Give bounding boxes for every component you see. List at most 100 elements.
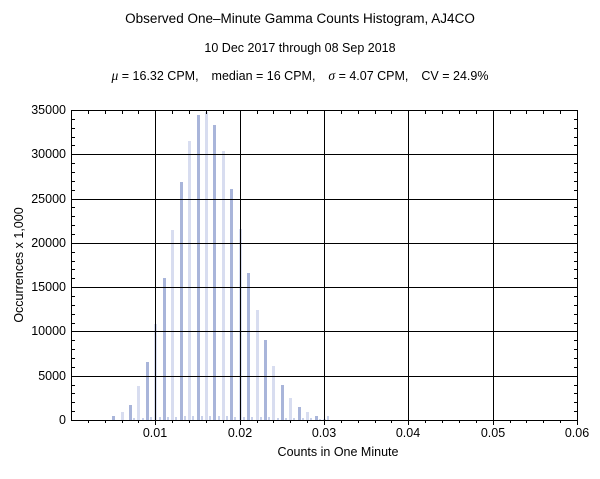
y-tick-left bbox=[72, 393, 75, 394]
y-tick-label: 25000 bbox=[31, 192, 66, 206]
x-tick-top bbox=[425, 111, 426, 114]
y-tick-right bbox=[574, 261, 577, 262]
y-tick-left bbox=[72, 119, 75, 120]
cv-value: CV = 24.9% bbox=[421, 69, 489, 83]
y-tick-left bbox=[72, 367, 75, 368]
x-tick-bottom bbox=[206, 421, 207, 423]
x-tick-top bbox=[155, 111, 156, 115]
x-tick-bottom bbox=[122, 421, 123, 423]
y-gridline bbox=[72, 376, 577, 377]
x-tick-bottom bbox=[88, 421, 89, 423]
y-tick-left bbox=[72, 252, 75, 253]
y-tick-label: 5000 bbox=[38, 369, 66, 383]
y-tick-left bbox=[72, 385, 75, 386]
y-tick-left bbox=[72, 287, 77, 288]
x-tick-bottom bbox=[577, 421, 578, 425]
y-tick-left bbox=[72, 278, 75, 279]
histogram-bar bbox=[146, 362, 149, 420]
y-tick-label: 0 bbox=[59, 413, 66, 427]
histogram-stub-bar bbox=[142, 418, 144, 420]
x-tick-top bbox=[358, 111, 359, 114]
histogram-bar bbox=[289, 398, 292, 420]
y-tick-right bbox=[572, 376, 577, 377]
x-tick-bottom bbox=[105, 421, 106, 423]
y-tick-right bbox=[574, 323, 577, 324]
y-tick-left bbox=[72, 128, 75, 129]
histogram-stub-bar bbox=[192, 416, 194, 420]
x-tick-top bbox=[442, 111, 443, 114]
x-tick-top bbox=[105, 111, 106, 114]
y-tick-left bbox=[72, 163, 75, 164]
x-tick-top bbox=[172, 111, 173, 114]
x-tick-bottom bbox=[172, 421, 173, 423]
x-tick-top bbox=[391, 111, 392, 114]
x-tick-bottom bbox=[560, 421, 561, 423]
histogram-stub-bar bbox=[234, 417, 236, 420]
chart-stats-line: μ = 16.32 CPM, median = 16 CPM, σ = 4.07 C… bbox=[0, 68, 600, 84]
histogram-bar bbox=[205, 112, 208, 420]
y-tick-right bbox=[572, 199, 577, 200]
y-tick-right bbox=[574, 358, 577, 359]
histogram-bar bbox=[129, 405, 132, 420]
x-tick-bottom bbox=[375, 421, 376, 423]
y-tick-left bbox=[72, 181, 75, 182]
histogram-stub-bar bbox=[184, 416, 186, 420]
histogram-stub-bar bbox=[243, 417, 245, 420]
histogram-bar bbox=[213, 125, 216, 420]
y-gridline bbox=[72, 331, 577, 332]
histogram-bar bbox=[247, 273, 250, 420]
x-tick-top bbox=[273, 111, 274, 114]
histogram-stub-bar bbox=[209, 416, 211, 420]
y-tick-label: 10000 bbox=[31, 324, 66, 338]
x-tick-top bbox=[290, 111, 291, 114]
histogram-stub-bar bbox=[251, 417, 253, 420]
x-tick-bottom bbox=[459, 421, 460, 423]
y-tick-left bbox=[72, 402, 75, 403]
x-tick-bottom bbox=[189, 421, 190, 423]
x-gridline bbox=[324, 111, 325, 420]
histogram-stub-bar bbox=[175, 417, 177, 420]
x-tick-top bbox=[189, 111, 190, 114]
y-tick-right bbox=[572, 154, 577, 155]
x-tick-bottom bbox=[442, 421, 443, 423]
y-tick-left bbox=[72, 207, 75, 208]
x-tick-bottom bbox=[526, 421, 527, 423]
x-tick-top bbox=[341, 111, 342, 114]
y-tick-right bbox=[574, 393, 577, 394]
histogram-bar bbox=[281, 385, 284, 420]
y-gridline bbox=[72, 154, 577, 155]
y-tick-label: 20000 bbox=[31, 236, 66, 250]
y-tick-left bbox=[72, 110, 77, 111]
histogram-bar bbox=[264, 340, 267, 420]
sigma-symbol: σ bbox=[328, 68, 336, 83]
y-tick-right bbox=[574, 137, 577, 138]
x-tick-bottom bbox=[257, 421, 258, 423]
y-tick-left bbox=[72, 358, 75, 359]
y-tick-left bbox=[72, 323, 75, 324]
y-tick-left bbox=[72, 331, 77, 332]
x-tick-bottom bbox=[358, 421, 359, 423]
x-tick-bottom bbox=[240, 421, 241, 425]
chart-title: Observed One–Minute Gamma Counts Histogr… bbox=[125, 11, 475, 26]
y-tick-right bbox=[574, 128, 577, 129]
histogram-stub-bar bbox=[319, 419, 321, 420]
x-tick-top bbox=[408, 111, 409, 115]
median-value: median = 16 CPM, bbox=[211, 69, 316, 83]
x-tick-top bbox=[510, 111, 511, 114]
x-tick-top bbox=[543, 111, 544, 114]
chart-subtitle: 10 Dec 2017 through 08 Sep 2018 bbox=[204, 41, 396, 55]
histogram-stub-bar bbox=[150, 417, 152, 420]
histogram-bar bbox=[222, 151, 225, 420]
y-tick-left bbox=[72, 411, 75, 412]
y-gridline bbox=[72, 243, 577, 244]
y-tick-left bbox=[72, 234, 75, 235]
y-tick-right bbox=[574, 340, 577, 341]
x-tick-top bbox=[257, 111, 258, 114]
x-gridline bbox=[240, 111, 241, 420]
y-tick-left bbox=[72, 349, 75, 350]
x-tick-bottom bbox=[138, 421, 139, 423]
x-tick-label: 0.01 bbox=[142, 426, 168, 440]
x-tick-top bbox=[138, 111, 139, 114]
y-tick-right bbox=[574, 385, 577, 386]
x-tick-top bbox=[324, 111, 325, 115]
